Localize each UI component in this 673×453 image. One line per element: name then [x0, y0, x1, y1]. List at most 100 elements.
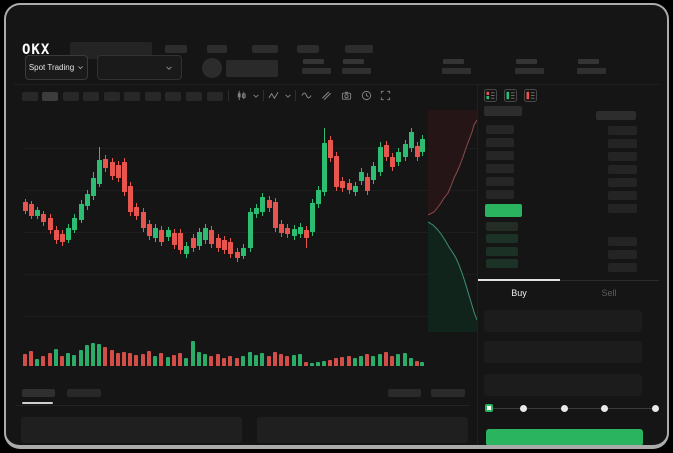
orderbook-ask-row[interactable] [486, 151, 514, 160]
orderbook-amount-row[interactable] [608, 178, 637, 187]
filter-placeholder[interactable] [431, 389, 465, 397]
candle-style-button[interactable] [236, 90, 247, 101]
timeframe-button[interactable] [186, 92, 202, 101]
top-nav: OKX [6, 18, 667, 59]
depth-chart[interactable] [428, 110, 477, 332]
orderbook-ask-row[interactable] [486, 190, 514, 199]
volume-bar [216, 354, 220, 366]
candle-body [292, 229, 297, 236]
nav-item-placeholder[interactable] [252, 45, 278, 53]
orderbook-layout-bids-button[interactable] [504, 89, 517, 102]
history-button[interactable] [361, 90, 372, 101]
candle-body [316, 190, 321, 204]
volume-bar [254, 355, 258, 366]
snapshot-button[interactable] [341, 90, 352, 101]
compare-tool-button[interactable] [321, 90, 332, 101]
nav-item-placeholder[interactable] [297, 45, 319, 53]
volume-bar [260, 353, 264, 366]
nav-item-placeholder[interactable] [165, 45, 187, 53]
candle-style-chevron-button[interactable] [252, 92, 260, 100]
timeframe-button[interactable] [165, 92, 181, 101]
orderbook-amount-row[interactable] [608, 191, 637, 200]
candle-body [91, 178, 96, 196]
orderbook-bid-row[interactable] [486, 234, 518, 243]
stat-value-placeholder [515, 68, 544, 74]
orderbook-bid-row[interactable] [486, 222, 518, 231]
volume-bar [172, 355, 176, 366]
camera-icon [341, 91, 352, 100]
orderbook-ask-row[interactable] [486, 125, 514, 134]
timeframe-button[interactable] [145, 92, 161, 101]
okx-logo[interactable]: OKX [22, 42, 51, 58]
trade-input-placeholder[interactable] [484, 341, 642, 363]
spot-trading-dropdown[interactable]: Spot Trading [25, 55, 88, 80]
orderbook-price-header-placeholder [484, 106, 522, 116]
slider-step-dot[interactable] [652, 405, 659, 412]
orderbook-ask-row[interactable] [486, 164, 514, 173]
active-tab-underline [22, 402, 53, 404]
candle-body [254, 208, 259, 214]
volume-bar [340, 357, 344, 366]
indicators-button[interactable] [268, 90, 279, 101]
nav-item-placeholder[interactable] [207, 45, 227, 53]
timeframe-button[interactable] [42, 92, 58, 101]
depth-bids-line [428, 221, 477, 321]
buy-button[interactable] [486, 429, 643, 445]
timeframe-button[interactable] [22, 92, 38, 101]
stat-value-placeholder [302, 68, 331, 74]
nav-item-placeholder[interactable] [345, 45, 373, 53]
timeframe-button[interactable] [207, 92, 223, 101]
tab-sell[interactable]: Sell [601, 288, 617, 298]
last-price-badge[interactable] [485, 204, 522, 217]
candle-body [216, 238, 221, 248]
trade-input-placeholder[interactable] [484, 310, 642, 332]
orderbook-amount-row[interactable] [608, 165, 637, 174]
volume-bar [365, 354, 369, 366]
volume-bar [159, 353, 163, 366]
timeframe-button[interactable] [124, 92, 140, 101]
indicators-chevron-button[interactable] [284, 92, 292, 100]
orderbook-bid-row[interactable] [486, 259, 518, 268]
orderbook-layout-all-button[interactable] [484, 89, 497, 102]
candle-body [371, 166, 376, 180]
filter-placeholder[interactable] [388, 389, 421, 397]
orderbook-amount-row[interactable] [608, 152, 637, 161]
slider-handle[interactable] [485, 404, 493, 412]
orderbook-bid-row[interactable] [486, 247, 518, 256]
orderbook-amount-row[interactable] [608, 204, 637, 213]
candle-body [235, 252, 240, 258]
orderbook-amount-row[interactable] [608, 250, 637, 259]
fullscreen-button[interactable] [380, 90, 391, 101]
orderbook-amount-row[interactable] [608, 237, 637, 246]
trade-input-placeholder[interactable] [484, 374, 642, 396]
candle-body [29, 204, 34, 216]
orders-panel-placeholder [21, 417, 242, 443]
volume-bar [41, 356, 45, 366]
tab-buy[interactable]: Buy [511, 288, 527, 298]
slider-step-dot[interactable] [601, 405, 608, 412]
orderbook-amount-row[interactable] [608, 139, 637, 148]
volume-bar [209, 356, 213, 366]
stat-label-placeholder [578, 59, 599, 64]
orderbook-layout-asks-button[interactable] [524, 89, 537, 102]
orders-tab-placeholder[interactable] [22, 389, 55, 397]
slider-step-dot[interactable] [561, 405, 568, 412]
volume-bar [241, 356, 245, 366]
pair-select-dropdown[interactable] [97, 55, 182, 80]
timeframe-button[interactable] [104, 92, 120, 101]
app-canvas: OKX Spot Trading [6, 5, 667, 445]
line-tool-button[interactable] [301, 90, 312, 101]
candle-body [359, 172, 364, 181]
history-tab-placeholder[interactable] [67, 389, 101, 397]
timeframe-button[interactable] [63, 92, 79, 101]
orderbook-amount-row[interactable] [608, 263, 637, 272]
orderbook-amount-header-placeholder [596, 111, 636, 120]
candle-body [79, 204, 84, 220]
orderbook-ask-row[interactable] [486, 138, 514, 147]
orderbook-amount-row[interactable] [608, 126, 637, 135]
candle-body [365, 177, 370, 191]
timeframe-button[interactable] [83, 92, 99, 101]
orderbook-ask-row[interactable] [486, 177, 514, 186]
slider-step-dot[interactable] [520, 405, 527, 412]
